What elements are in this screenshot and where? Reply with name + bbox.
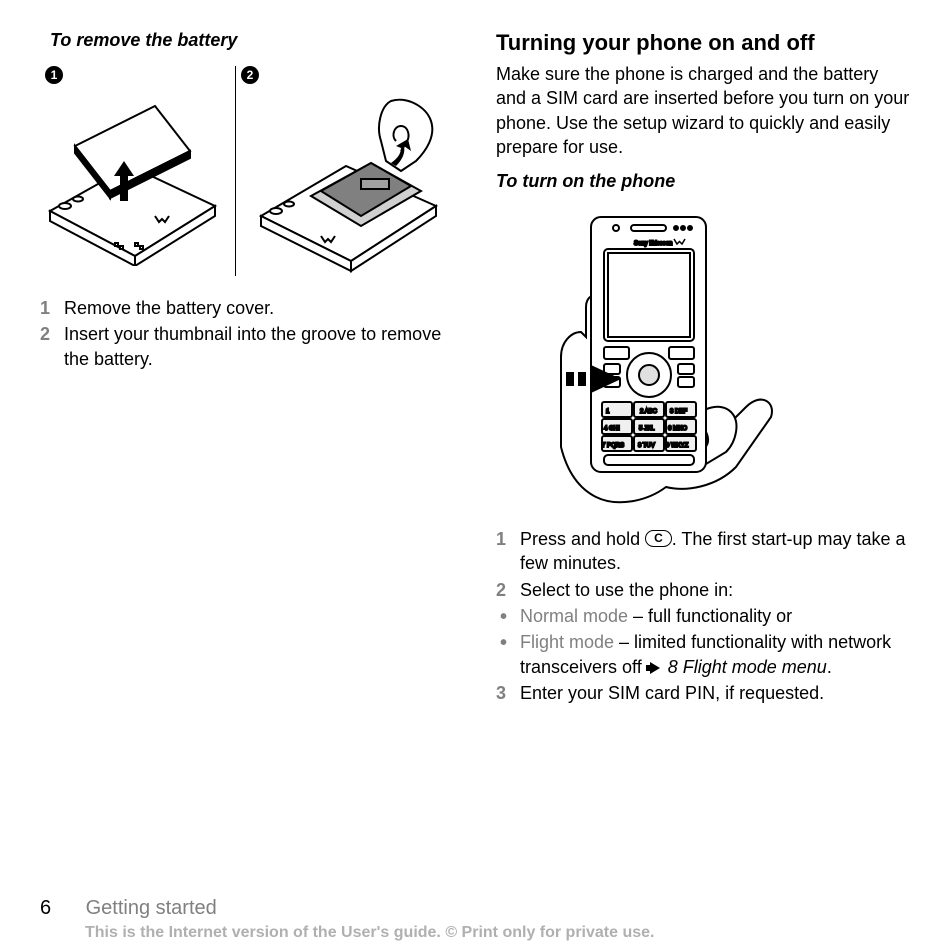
phone-back-cover-icon xyxy=(40,91,230,266)
turn-on-step-3: Enter your SIM card PIN, if requested. xyxy=(496,681,910,705)
phone-battery-removal-icon xyxy=(246,91,456,276)
step1-text-a: Press and hold xyxy=(520,529,645,549)
turn-on-step-1: Press and hold C. The first start-up may… xyxy=(496,527,910,576)
page-footer: 6 Getting started This is the Internet v… xyxy=(0,897,950,942)
turn-on-steps-cont: Enter your SIM card PIN, if requested. xyxy=(496,681,910,705)
svg-text:2 ABC: 2 ABC xyxy=(640,409,658,415)
remove-battery-step-2: Insert your thumbnail into the groove to… xyxy=(40,322,456,371)
turn-on-steps: Press and hold C. The first start-up may… xyxy=(496,527,910,602)
turning-on-intro: Make sure the phone is charged and the b… xyxy=(496,62,910,159)
diagram-badge-2: 2 xyxy=(241,66,259,84)
svg-text:Sony Ericsson: Sony Ericsson xyxy=(634,241,672,247)
svg-text:6 MNO: 6 MNO xyxy=(668,426,687,432)
page-content: To remove the battery 1 xyxy=(40,30,910,900)
svg-text:8 TUV: 8 TUV xyxy=(638,443,655,449)
diagram-badge-1: 1 xyxy=(45,66,63,84)
page-number: 6 xyxy=(40,897,51,920)
mode-bullets: Normal mode – full functionality or Flig… xyxy=(496,604,910,679)
arrow-right-icon xyxy=(650,662,660,674)
svg-text:7 PQRS: 7 PQRS xyxy=(602,443,624,449)
battery-diagram-2: 2 xyxy=(236,66,456,281)
svg-text:5 JKL: 5 JKL xyxy=(639,426,655,432)
svg-text:4 GHI: 4 GHI xyxy=(604,426,620,432)
footer-section-label: Getting started xyxy=(86,897,217,920)
battery-diagram-1: 1 xyxy=(40,66,235,271)
remove-battery-steps: Remove the battery cover. Insert your th… xyxy=(40,296,456,371)
left-column: To remove the battery 1 xyxy=(40,30,456,900)
battery-diagram-container: 1 xyxy=(40,66,456,281)
flight-mode-link: 8 Flight mode menu xyxy=(663,657,827,677)
normal-mode-rest: – full functionality or xyxy=(628,606,792,626)
flight-mode-bullet: Flight mode – limited functionality with… xyxy=(496,630,910,679)
turn-on-subtitle: To turn on the phone xyxy=(496,171,910,192)
phone-power-on-icon: Sony Ericsson xyxy=(516,207,806,517)
c-key-icon: C xyxy=(645,530,672,547)
phone-front-diagram: Sony Ericsson xyxy=(496,207,910,517)
svg-text:9 WXYZ: 9 WXYZ xyxy=(666,443,689,449)
normal-mode-bullet: Normal mode – full functionality or xyxy=(496,604,910,628)
flight-mode-label: Flight mode xyxy=(520,632,614,652)
normal-mode-label: Normal mode xyxy=(520,606,628,626)
remove-battery-subtitle: To remove the battery xyxy=(40,30,456,51)
svg-text:3 DEF: 3 DEF xyxy=(670,409,687,415)
turning-on-title: Turning your phone on and off xyxy=(496,30,910,56)
footer-disclaimer: This is the Internet version of the User… xyxy=(40,924,950,942)
right-column: Turning your phone on and off Make sure … xyxy=(496,30,910,900)
turn-on-step-2: Select to use the phone in: xyxy=(496,578,910,602)
flight-mode-rest-c: . xyxy=(827,657,832,677)
remove-battery-step-1: Remove the battery cover. xyxy=(40,296,456,320)
